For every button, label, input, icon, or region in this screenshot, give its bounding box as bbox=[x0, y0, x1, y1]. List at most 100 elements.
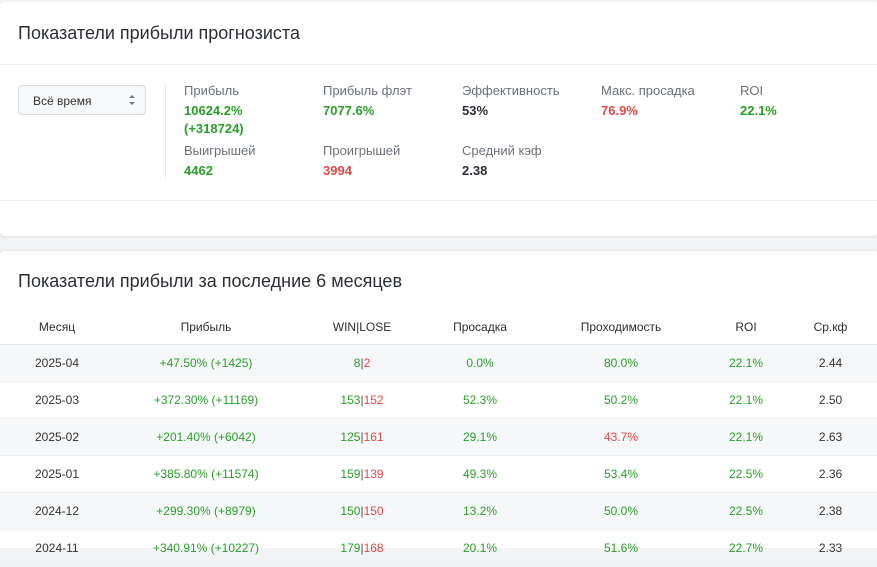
period-select-value: Всё время bbox=[33, 94, 92, 108]
table-row: 2024-11 +340.91% (+10227) 179|168 20.1% 51.6… bbox=[0, 529, 877, 567]
stat-profit-points: (+318724) bbox=[184, 121, 244, 136]
cell-avg: 2.33 bbox=[784, 529, 877, 567]
stat-roi-value: 22.1% bbox=[740, 103, 777, 118]
select-arrows-icon bbox=[129, 95, 135, 105]
table-row: 2025-04 +47.50% (+1425) 8|2 0.0% 80.0% 22.1% 2… bbox=[0, 344, 877, 382]
cell-win: 8 bbox=[353, 356, 361, 370]
stat-max-drawdown: Макс. просадка 76.9% bbox=[601, 83, 695, 120]
period-select[interactable]: Всё время bbox=[18, 85, 146, 115]
stat-efficiency-value: 53% bbox=[462, 103, 489, 118]
stat-losses: Проигрышей 3994 bbox=[323, 143, 400, 180]
cell-drawdown: 20.1% bbox=[426, 529, 534, 567]
cell-winlose-sep: | bbox=[360, 467, 364, 481]
cell-win: 150 bbox=[340, 504, 361, 518]
cell-lose: 161 bbox=[363, 430, 384, 444]
cell-avg: 2.36 bbox=[784, 455, 877, 493]
cell-winlose-sep: | bbox=[360, 504, 364, 518]
table-row: 2025-01 +385.80% (+11574) 159|139 49.3% 53.4… bbox=[0, 455, 877, 493]
cell-avg: 2.50 bbox=[784, 381, 877, 419]
cell-pass: 53.4% bbox=[534, 455, 708, 493]
cell-roi: 22.5% bbox=[708, 455, 784, 493]
cell-lose: 150 bbox=[363, 504, 384, 518]
cell-profit: +340.91% (+10227) bbox=[114, 529, 298, 567]
cell-profit: +385.80% (+11574) bbox=[114, 455, 298, 493]
cell-drawdown: 29.1% bbox=[426, 418, 534, 456]
stat-profit: Прибыль 10624.2% (+318724) bbox=[184, 83, 244, 138]
cell-profit: +372.30% (+11169) bbox=[114, 381, 298, 419]
stat-profit-label: Прибыль bbox=[184, 83, 239, 98]
cell-win: 159 bbox=[340, 467, 361, 481]
summary-title: Показатели прибыли прогнозиста bbox=[18, 23, 300, 43]
cell-lose: 168 bbox=[363, 541, 384, 555]
cell-drawdown: 0.0% bbox=[426, 344, 534, 382]
col-month-header: Месяц bbox=[0, 309, 114, 345]
cell-winlose-sep: | bbox=[360, 393, 364, 407]
col-winlose-header: WIN|LOSE bbox=[298, 309, 426, 345]
stat-avg-odds: Средний кэф 2.38 bbox=[462, 143, 542, 180]
stat-wins: Выигрышей 4462 bbox=[184, 143, 256, 180]
cell-pass: 50.2% bbox=[534, 381, 708, 419]
stat-profit-flat: Прибыль флэт 7077.6% bbox=[323, 83, 412, 120]
cell-month: 2025-01 bbox=[0, 455, 114, 493]
monthly-title: Показатели прибыли за последние 6 месяце… bbox=[18, 271, 403, 291]
cell-month: 2025-04 bbox=[0, 344, 114, 382]
cell-winlose: 150|150 bbox=[298, 492, 426, 530]
cell-drawdown: 52.3% bbox=[426, 381, 534, 419]
cell-winlose: 159|139 bbox=[298, 455, 426, 493]
stat-avg-odds-value: 2.38 bbox=[462, 163, 488, 178]
cell-avg: 2.38 bbox=[784, 492, 877, 530]
cell-winlose: 153|152 bbox=[298, 381, 426, 419]
col-drawdown-header: Просадка bbox=[426, 309, 534, 345]
cell-roi: 22.1% bbox=[708, 344, 784, 382]
cell-lose: 2 bbox=[363, 356, 371, 370]
stat-max-drawdown-label: Макс. просадка bbox=[601, 83, 695, 98]
stat-profit-flat-value: 7077.6% bbox=[323, 103, 375, 118]
cell-pass: 80.0% bbox=[534, 344, 708, 382]
cell-drawdown: 49.3% bbox=[426, 455, 534, 493]
cell-winlose-sep: | bbox=[360, 430, 364, 444]
cell-profit: +47.50% (+1425) bbox=[114, 344, 298, 382]
cell-pass: 43.7% bbox=[534, 418, 708, 456]
stat-efficiency: Эффективность 53% bbox=[462, 83, 560, 120]
cell-roi: 22.7% bbox=[708, 529, 784, 567]
cell-win: 153 bbox=[340, 393, 361, 407]
summary-footer-divider bbox=[0, 200, 877, 201]
stat-losses-value: 3994 bbox=[323, 163, 352, 178]
cell-pass: 50.0% bbox=[534, 492, 708, 530]
stat-profit-value: 10624.2% bbox=[184, 103, 243, 118]
cell-profit: +201.40% (+6042) bbox=[114, 418, 298, 456]
cell-lose: 139 bbox=[363, 467, 384, 481]
cell-profit: +299.30% (+8979) bbox=[114, 492, 298, 530]
cell-drawdown: 13.2% bbox=[426, 492, 534, 530]
summary-header-divider bbox=[0, 64, 877, 65]
stat-losses-label: Проигрышей bbox=[323, 143, 401, 158]
profit-summary-card: Показатели прибыли прогнозиста Всё время… bbox=[0, 2, 877, 236]
table-header-row: Месяц Прибыль WIN|LOSE Просадка Проходим… bbox=[0, 309, 877, 345]
monthly-table: Месяц Прибыль WIN|LOSE Просадка Проходим… bbox=[0, 309, 877, 567]
table-row: 2025-02 +201.40% (+6042) 125|161 29.1% 43.7%… bbox=[0, 418, 877, 456]
table-row: 2025-03 +372.30% (+11169) 153|152 52.3% 50.2… bbox=[0, 381, 877, 419]
stat-profit-flat-label: Прибыль флэт bbox=[323, 83, 412, 98]
cell-winlose: 8|2 bbox=[298, 344, 426, 382]
stat-wins-value: 4462 bbox=[184, 163, 213, 178]
cell-avg: 2.44 bbox=[784, 344, 877, 382]
col-profit-header: Прибыль bbox=[114, 309, 298, 345]
cell-winlose: 179|168 bbox=[298, 529, 426, 567]
stat-wins-label: Выигрышей bbox=[184, 143, 256, 158]
col-avg-header: Ср.кф bbox=[784, 309, 877, 345]
stat-roi-label: ROI bbox=[740, 83, 764, 98]
stat-roi: ROI 22.1% bbox=[740, 83, 777, 120]
cell-month: 2024-11 bbox=[0, 529, 114, 567]
col-roi-header: ROI bbox=[708, 309, 784, 345]
cell-roi: 22.1% bbox=[708, 418, 784, 456]
cell-month: 2024-12 bbox=[0, 492, 114, 530]
cell-lose: 152 bbox=[363, 393, 384, 407]
cell-pass: 51.6% bbox=[534, 529, 708, 567]
cell-win: 179 bbox=[340, 541, 361, 555]
cell-winlose-sep: | bbox=[360, 356, 364, 370]
cell-roi: 22.1% bbox=[708, 381, 784, 419]
col-pass-header: Проходимость bbox=[534, 309, 708, 345]
cell-winlose: 125|161 bbox=[298, 418, 426, 456]
stats-divider bbox=[165, 84, 166, 178]
cell-avg: 2.63 bbox=[784, 418, 877, 456]
